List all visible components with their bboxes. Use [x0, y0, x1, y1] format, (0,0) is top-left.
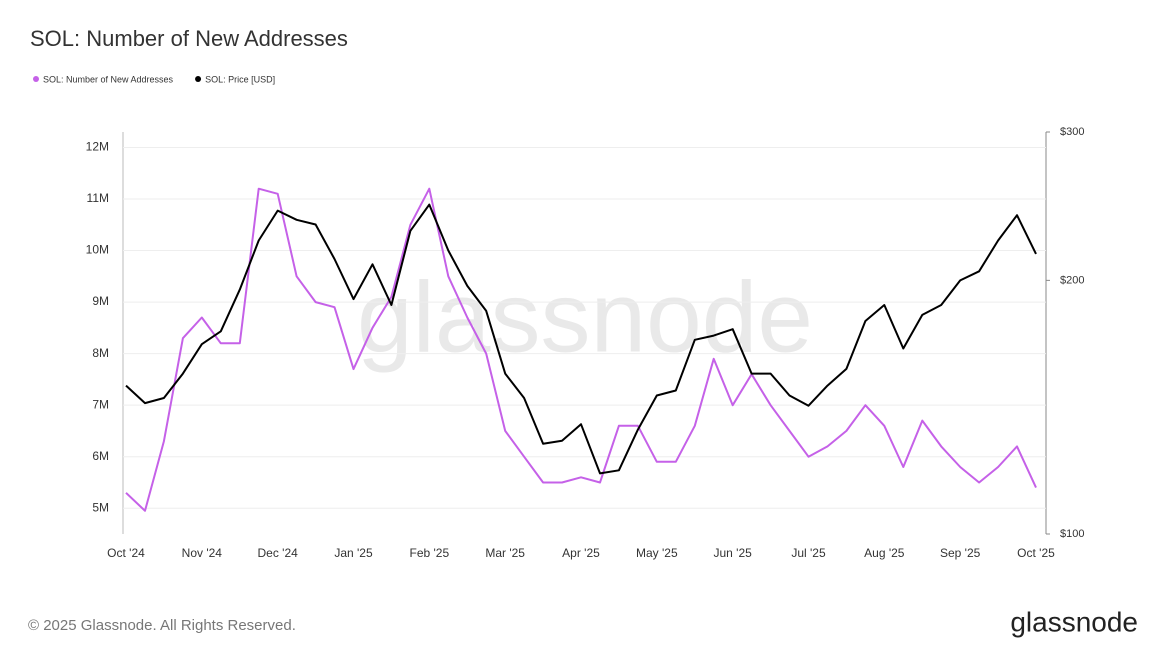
x-tick-label: Dec '24: [258, 546, 299, 560]
x-tick-label: Apr '25: [562, 546, 600, 560]
series-line: [125, 187, 1037, 512]
x-tick-label: Jan '25: [334, 546, 373, 560]
y-tick-label: 6M: [92, 449, 109, 463]
x-tick-label: Nov '24: [182, 546, 223, 560]
y-tick-label: 8M: [92, 346, 109, 360]
series-line: [125, 203, 1037, 475]
legend-label: SOL: Number of New Addresses: [43, 74, 174, 84]
x-tick-label: May '25: [636, 546, 678, 560]
x-tick-label: Feb '25: [410, 546, 450, 560]
y-tick-label: 5M: [92, 500, 109, 514]
y-tick-label: 11M: [87, 191, 109, 205]
watermark: glassnode: [357, 261, 813, 373]
y2-tick-label: $200: [1060, 274, 1084, 286]
x-tick-label: Jul '25: [791, 546, 826, 560]
chart-title: SOL: Number of New Addresses: [30, 26, 348, 51]
y-tick-label: 7M: [92, 397, 109, 411]
legend-marker: [33, 76, 39, 82]
x-tick-label: Mar '25: [485, 546, 525, 560]
y2-tick-label: $100: [1060, 528, 1084, 540]
y2-tick-label: $300: [1060, 126, 1084, 138]
x-tick-label: Jun '25: [714, 546, 753, 560]
x-tick-label: Sep '25: [940, 546, 981, 560]
y-tick-label: 10M: [86, 243, 109, 257]
legend-marker: [195, 76, 202, 82]
legend-label: SOL: Price [USD]: [205, 74, 275, 84]
copyright: © 2025 Glassnode. All Rights Reserved.: [28, 617, 296, 634]
y-tick-label: 12M: [86, 140, 109, 154]
x-tick-label: Aug '25: [864, 546, 905, 560]
x-tick-label: Oct '25: [1017, 546, 1055, 560]
logo: glassnode: [1010, 606, 1138, 637]
x-tick-label: Oct '24: [107, 546, 145, 560]
y-tick-label: 9M: [92, 294, 109, 308]
